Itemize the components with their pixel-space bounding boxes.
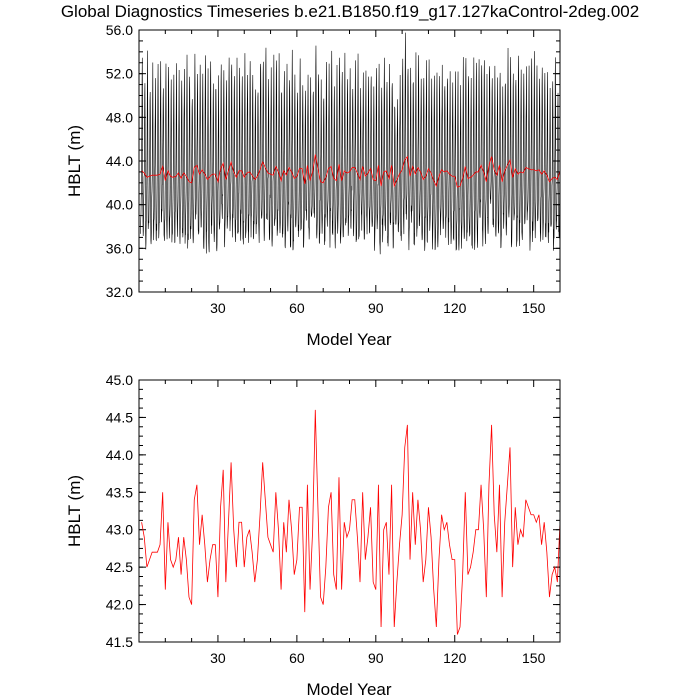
top-y-tick-label: 44.0 <box>106 153 133 169</box>
top-y-tick-label: 40.0 <box>106 197 133 213</box>
bottom-panel-series <box>141 409 560 635</box>
bottom-y-tick-label: 43.0 <box>106 522 133 538</box>
top-panel-frame <box>138 29 561 293</box>
top-panel-x-tick-labels: 30 60 90 120 150 <box>210 300 545 316</box>
top-x-tick-label: 90 <box>368 300 384 316</box>
top-panel-series <box>140 32 560 255</box>
top-x-tick-label: 60 <box>289 300 305 316</box>
bottom-panel: 41.5 42.0 42.5 43.0 43.5 44.0 44.5 45.0 30 60 90 1… <box>65 372 561 699</box>
bottom-y-tick-label: 44.5 <box>106 409 133 425</box>
top-x-tick-label: 150 <box>522 300 546 316</box>
bottom-y-tick-label: 41.5 <box>106 634 133 650</box>
top-y-tick-label: 36.0 <box>106 240 133 256</box>
bottom-panel-y-axis-label: HBLT (m) <box>65 475 84 547</box>
top-y-tick-label: 52.0 <box>106 66 133 82</box>
top-y-tick-label: 32.0 <box>106 284 133 300</box>
bottom-x-tick-label: 150 <box>522 650 546 666</box>
top-y-tick-label: 48.0 <box>106 109 133 125</box>
bottom-x-tick-label: 90 <box>368 650 384 666</box>
bottom-panel-ticks <box>139 379 560 643</box>
top-x-tick-label: 30 <box>210 300 226 316</box>
bottom-panel-frame <box>138 379 561 643</box>
top-panel-x-axis-label: Model Year <box>306 330 391 349</box>
top-panel-y-axis-label: HBLT (m) <box>65 125 84 197</box>
top-x-tick-label: 120 <box>443 300 467 316</box>
bottom-y-tick-label: 44.0 <box>106 447 133 463</box>
bottom-y-tick-label: 43.5 <box>106 484 133 500</box>
bottom-y-tick-label: 42.0 <box>106 597 133 613</box>
bottom-x-tick-label: 30 <box>210 650 226 666</box>
monthly-series-line <box>140 32 560 255</box>
top-panel-y-tick-labels: 32.0 36.0 40.0 44.0 48.0 52.0 56.0 <box>106 22 133 300</box>
bottom-y-tick-label: 45.0 <box>106 372 133 388</box>
annual-mean-series-line <box>141 154 560 188</box>
bottom-x-tick-label: 60 <box>289 650 305 666</box>
bottom-panel-x-axis-label: Model Year <box>306 680 391 699</box>
bottom-y-tick-label: 42.5 <box>106 559 133 575</box>
top-panel: 32.0 36.0 40.0 44.0 48.0 52.0 56.0 30 60 90 120 15… <box>65 22 561 349</box>
bottom-panel-x-tick-labels: 30 60 90 120 150 <box>210 650 545 666</box>
annual-mean-series-line <box>141 409 560 635</box>
bottom-panel-y-tick-labels: 41.5 42.0 42.5 43.0 43.5 44.0 44.5 45.0 <box>106 372 133 650</box>
top-y-tick-label: 56.0 <box>106 22 133 38</box>
chart-title: Global Diagnostics Timeseries b.e21.B185… <box>61 2 639 21</box>
bottom-x-tick-label: 120 <box>443 650 467 666</box>
